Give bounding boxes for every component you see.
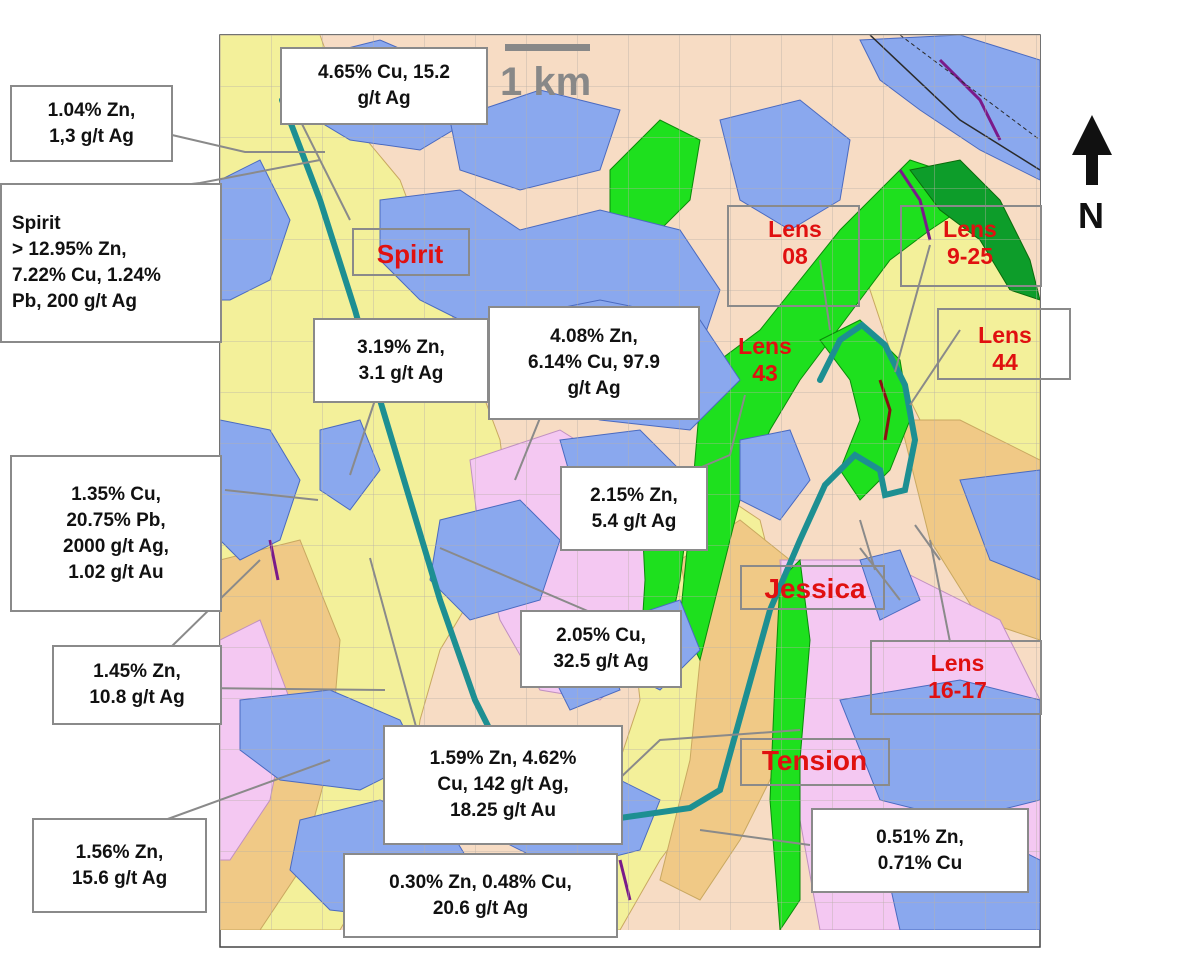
assay-callout: 1.56% Zn, 15.6 g/t Ag [32, 818, 207, 913]
deposit-label-lens-9-25: Lens 9-25 [943, 216, 997, 269]
assay-callout: 4.08% Zn, 6.14% Cu, 97.9 g/t Ag [488, 306, 700, 420]
north-arrow-label: N [1078, 195, 1104, 236]
assay-callout: 2.05% Cu, 32.5 g/t Ag [520, 610, 682, 688]
scale-bar-label: 1 km [500, 60, 591, 104]
assay-callout: 0.30% Zn, 0.48% Cu, 20.6 g/t Ag [343, 853, 618, 938]
assay-callout: 1.04% Zn, 1,3 g/t Ag [10, 85, 173, 162]
mineralised-trend-line [279, 97, 919, 822]
deposit-label-lens-43: Lens 43 [738, 333, 792, 386]
deposit-label-tension: Tension [761, 745, 868, 776]
deposit-label-lens-44: Lens 44 [978, 322, 1032, 375]
assay-callout: 2.15% Zn, 5.4 g/t Ag [560, 466, 708, 551]
assay-callout: 3.19% Zn, 3.1 g/t Ag [313, 318, 489, 403]
lens-08-frame [727, 205, 860, 307]
assay-callout: 1.35% Cu, 20.75% Pb, 2000 g/t Ag, 1.02 g… [10, 455, 222, 612]
lens-44-frame [937, 308, 1071, 380]
assay-callout: 4.65% Cu, 15.2 g/t Ag [280, 47, 488, 125]
deposit-label-lens-16-17: Lens 16-17 [928, 650, 987, 703]
assay-callout: 1.45% Zn, 10.8 g/t Ag [52, 645, 222, 725]
scale-bar [505, 44, 590, 51]
jessica-frame [740, 565, 885, 610]
deposit-label-jessica: Jessica [764, 573, 866, 604]
lens-9-25-frame [900, 205, 1042, 287]
north-arrow-icon [1072, 115, 1112, 185]
assay-callout: 0.51% Zn, 0.71% Cu [811, 808, 1029, 893]
deposit-label-lens-08: Lens 08 [768, 216, 822, 269]
spirit-frame [352, 228, 470, 276]
lens-16-17-frame [870, 640, 1042, 715]
tension-frame [740, 738, 890, 786]
assay-callout: 1.59% Zn, 4.62% Cu, 142 g/t Ag, 18.25 g/… [383, 725, 623, 845]
deposit-label-spirit: Spirit [376, 239, 444, 269]
assay-callout: Spirit > 12.95% Zn, 7.22% Cu, 1.24% Pb, … [0, 183, 222, 343]
